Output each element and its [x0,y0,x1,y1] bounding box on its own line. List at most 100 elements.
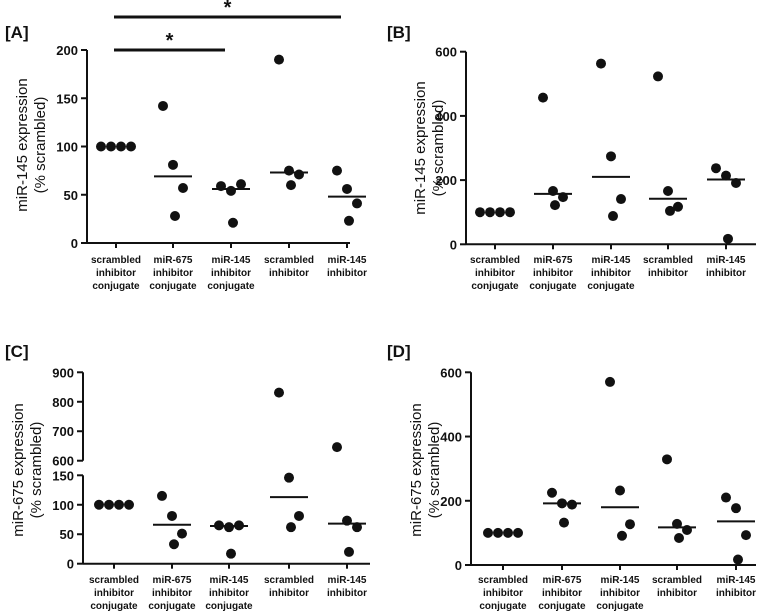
data-point [286,180,296,191]
x-tick-label: conjugate [205,601,253,611]
x-tick-label: miR-145 [212,255,251,266]
data-point [672,518,682,529]
data-point [114,499,124,510]
data-point [483,527,493,538]
x-tick-label: conjugate [479,601,527,611]
x-tick-label: conjugate [92,281,140,292]
x-tick-label: scrambled [470,255,520,266]
x-tick-label: inhibitor [152,588,192,599]
data-point [723,233,733,244]
data-point [625,519,635,530]
x-tick-label: inhibitor [533,268,573,279]
x-tick-label: miR-675 [543,575,582,586]
y-tick-label: 100 [56,140,78,155]
data-point [226,548,236,559]
data-point [605,376,615,387]
y-tick-label: 0 [450,237,457,252]
data-point [606,151,616,162]
y-tick-label: 200 [435,173,457,188]
x-tick-label: miR-145 [717,575,756,586]
x-tick-label: scrambled [652,575,702,586]
data-point [352,198,362,209]
x-tick-label: conjugate [587,281,635,292]
x-tick-label: conjugate [538,601,586,611]
y-tick-label: 400 [435,109,457,124]
y-tick-label: 600 [52,454,74,469]
x-tick-label: miR-145 [328,255,367,266]
y-axis-label: miR-675 expression [408,403,425,536]
data-point [615,485,625,496]
x-tick-label: scrambled [643,255,693,266]
data-point [485,207,495,218]
data-point [721,170,731,181]
panel-label: [C] [5,342,29,361]
data-point [616,194,626,205]
data-point [106,141,116,152]
data-point [665,205,675,216]
panel-a: [A] miR-145 expression (% scrambled) 0 50 100… [5,0,367,292]
x-tick-label: inhibitor [591,268,631,279]
x-tick-label: inhibitor [269,588,309,599]
data-point [157,490,167,501]
x-tick-label: conjugate [90,601,138,611]
x-tick-label: miR-145 [210,575,249,586]
x-tick-label: scrambled [89,575,139,586]
data-point [674,533,684,544]
data-point [503,527,513,538]
data-point [559,517,569,528]
x-tick-label: miR-675 [534,255,573,266]
x-tick-label: inhibitor [542,588,582,599]
y-tick-label: 100 [52,498,74,513]
data-point [170,210,180,221]
data-point [505,207,515,218]
y-tick-label: 150 [52,468,74,483]
y-tick-label: 0 [67,557,74,572]
x-tick-label: inhibitor [209,588,249,599]
y-tick-label: 200 [56,43,78,58]
significance-star: * [224,0,232,19]
data-point [294,510,304,521]
x-tick-label: inhibitor [153,268,193,279]
data-point [284,472,294,483]
y-tick-label: 700 [52,424,74,439]
data-point [550,200,560,211]
data-point [567,499,577,510]
data-point [733,554,743,565]
panel-label: [A] [5,23,29,42]
data-point [344,546,354,557]
x-tick-label: inhibitor [94,588,134,599]
y-tick-label: 50 [64,188,78,203]
data-point [617,530,627,541]
data-point [332,442,342,453]
data-point [226,185,236,196]
x-tick-label: conjugate [471,281,519,292]
x-tick-label: inhibitor [483,588,523,599]
data-point [342,183,352,194]
data-point [653,71,663,82]
data-point [96,141,106,152]
data-point [94,499,104,510]
y-tick-label: 800 [52,395,74,410]
x-tick-label: inhibitor [706,268,746,279]
data-point [721,492,731,503]
x-tick-label: scrambled [264,575,314,586]
x-tick-label: inhibitor [657,588,697,599]
data-point [495,207,505,218]
x-tick-label: inhibitor [648,268,688,279]
data-point [167,510,177,521]
y-tick-label: 50 [60,527,74,542]
y-axis-label: (% scrambled) [32,97,49,194]
data-point [344,215,354,226]
x-tick-label: conjugate [596,601,644,611]
y-tick-label: 900 [52,365,74,380]
panel-d: [D] miR-675 expression (% scrambled) 0 200 40… [387,342,756,611]
x-tick-label: miR-675 [154,255,193,266]
x-tick-label: conjugate [529,281,577,292]
y-tick-label: 0 [455,558,462,573]
data-point [284,165,294,176]
x-tick-label: inhibitor [211,268,251,279]
data-point [352,522,362,533]
y-tick-label: 150 [56,91,78,106]
data-point [547,487,557,498]
data-point [177,528,187,539]
